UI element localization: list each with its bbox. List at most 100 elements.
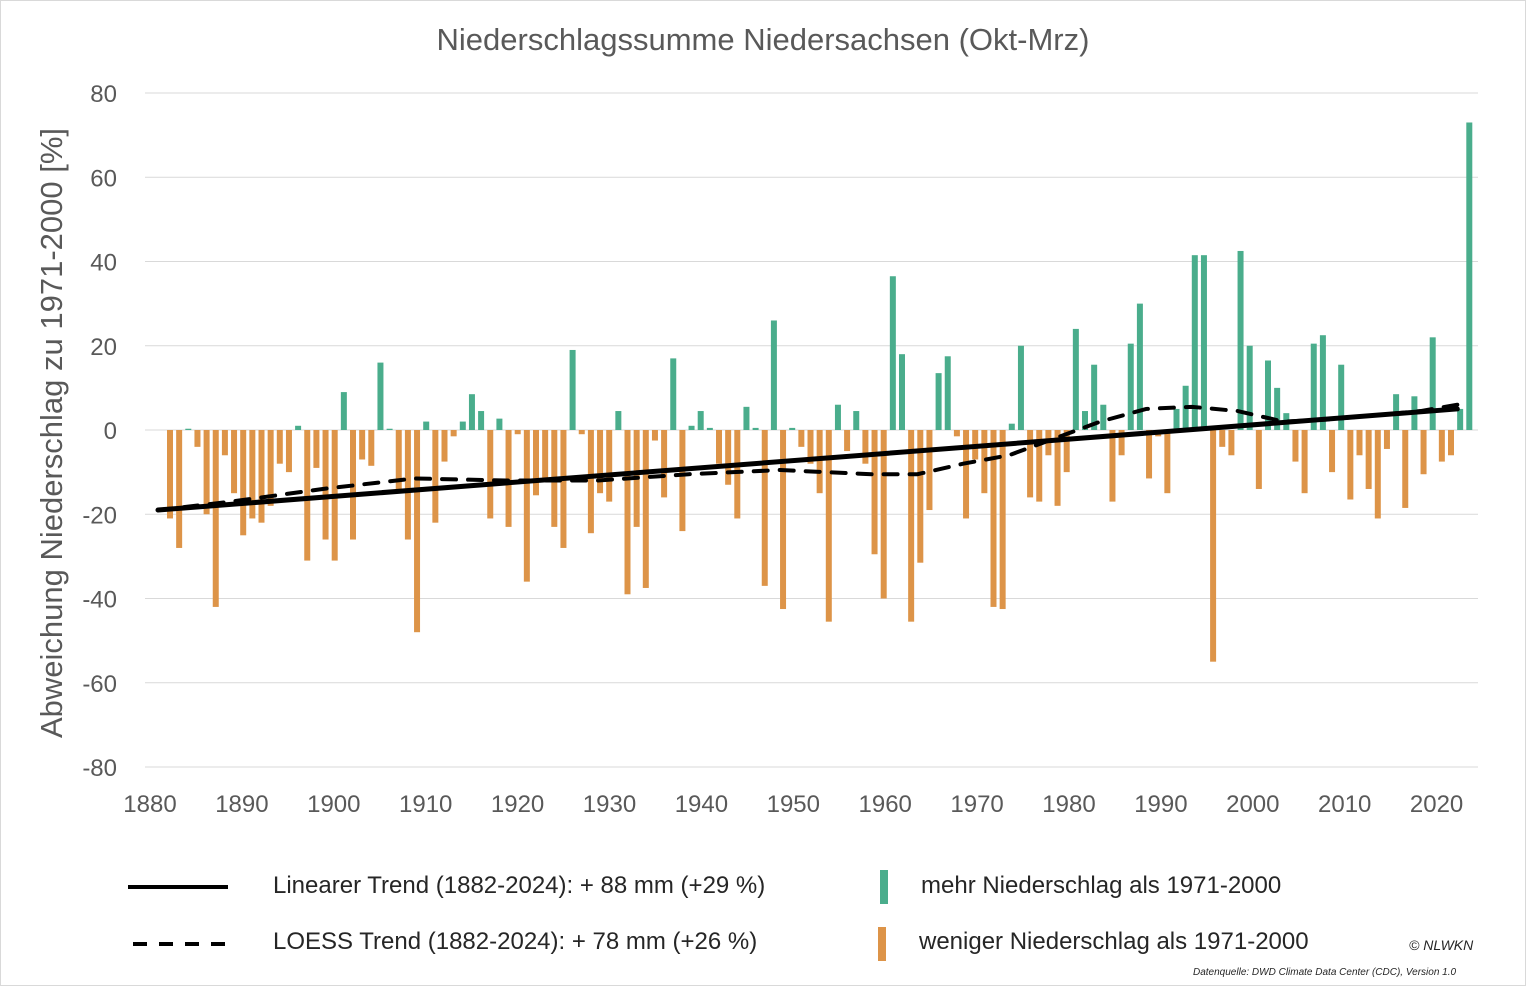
bar-negative (258, 430, 265, 523)
bar-negative (487, 430, 494, 519)
bar-negative (981, 430, 988, 494)
bar-negative (212, 430, 219, 607)
bar-negative (240, 430, 247, 536)
bar-negative (661, 430, 668, 498)
bar-negative (450, 430, 457, 437)
x-tick-label: 1890 (215, 791, 268, 818)
y-tick-label: 40 (90, 250, 117, 277)
bar-negative (926, 430, 933, 511)
bar-negative (761, 430, 768, 586)
bar-negative (1448, 430, 1454, 456)
bar-negative (1219, 430, 1226, 447)
x-tick-label: 2000 (1226, 791, 1279, 818)
bar-negative (963, 430, 970, 519)
bar-positive (1319, 335, 1326, 430)
bar-negative (176, 430, 183, 548)
bar-positive (1008, 423, 1015, 430)
bar-negative (1255, 430, 1262, 489)
bar-negative (1027, 430, 1034, 498)
bar-positive (377, 362, 384, 430)
data-source: Datenquelle: DWD Climate Data Center (CD… (1193, 967, 1457, 978)
copyright: © NLWKN (1409, 937, 1474, 953)
bar-negative (1356, 430, 1363, 456)
bar-negative (624, 430, 631, 595)
bar-negative (523, 430, 530, 582)
bar-negative (432, 430, 439, 523)
y-tick-label: -80 (82, 755, 117, 782)
bar-negative (999, 430, 1006, 610)
x-tick-label: 2020 (1410, 791, 1463, 818)
bar-negative (1438, 430, 1445, 462)
bar-negative (221, 430, 228, 456)
legend-label-more: mehr Niederschlag als 1971-2000 (921, 872, 1282, 899)
bar-negative (1420, 430, 1427, 475)
y-tick-label: -40 (82, 587, 117, 614)
x-tick-label: 1880 (123, 791, 176, 818)
bar-negative (285, 430, 292, 473)
bar-negative (1347, 430, 1354, 500)
bar-negative (1329, 430, 1336, 473)
legend-label-loess-trend: LOESS Trend (1882-2024): + 78 mm (+26 %) (273, 928, 758, 955)
bar-positive (889, 276, 896, 430)
bar-positive (834, 404, 841, 430)
bar-negative (560, 430, 567, 548)
bar-negative (1210, 430, 1217, 662)
bar-positive (853, 411, 860, 430)
bar-positive (386, 428, 393, 430)
bar-negative (249, 430, 256, 519)
bar-positive (1173, 408, 1180, 430)
bar-negative (1063, 430, 1070, 473)
bar-negative (1036, 430, 1043, 502)
bar-negative (395, 430, 402, 494)
bar-negative (1054, 430, 1061, 506)
bar-positive (459, 421, 466, 430)
bar-positive (1082, 411, 1088, 430)
bar-positive (423, 421, 430, 430)
bar-positive (670, 358, 677, 430)
bar-positive (615, 411, 622, 430)
bar-negative (725, 430, 732, 485)
bar-positive (752, 427, 759, 430)
bar-positive (697, 411, 704, 430)
bar-negative (1383, 430, 1390, 449)
bar-positive (1246, 345, 1253, 430)
bar-positive (1136, 303, 1143, 430)
chart-title: Niederschlagssumme Niedersachsen (Okt-Mr… (436, 22, 1090, 57)
bar-negative (276, 430, 283, 464)
bar-positive (1200, 255, 1207, 430)
bar-positive (935, 373, 942, 430)
bar-negative (606, 430, 613, 502)
bar-positive (706, 427, 713, 430)
bar-positive (770, 320, 777, 430)
bar-negative (514, 430, 521, 435)
bar-negative (359, 430, 366, 460)
x-tick-label: 1920 (491, 791, 544, 818)
bar-positive (1017, 345, 1024, 430)
bar-negative (533, 430, 539, 496)
x-tick-label: 1930 (583, 791, 636, 818)
bar-negative (542, 430, 549, 481)
bar-positive (789, 427, 796, 430)
x-tick-label: 2010 (1318, 791, 1371, 818)
bar-negative (1365, 430, 1372, 489)
bar-negative (231, 430, 238, 494)
bar-negative (871, 430, 878, 555)
bar-negative (908, 430, 915, 622)
bar-positive (468, 394, 475, 430)
bar-negative (816, 430, 823, 494)
y-tick-label: 0 (104, 418, 117, 445)
bar-negative (1164, 430, 1171, 494)
bar-negative (844, 430, 851, 452)
bar-negative (267, 430, 274, 506)
legend-label-linear-trend: Linearer Trend (1882-2024): + 88 mm (+29… (273, 872, 766, 899)
bar-positive (1310, 343, 1317, 430)
bar-positive (944, 356, 951, 430)
bar-negative (404, 430, 411, 540)
y-tick-label: -60 (82, 671, 117, 698)
bar-positive (1127, 343, 1134, 430)
bar-negative (780, 430, 787, 610)
bar-positive (1429, 337, 1436, 430)
bar-negative (807, 430, 814, 464)
bar-positive (1072, 328, 1079, 430)
